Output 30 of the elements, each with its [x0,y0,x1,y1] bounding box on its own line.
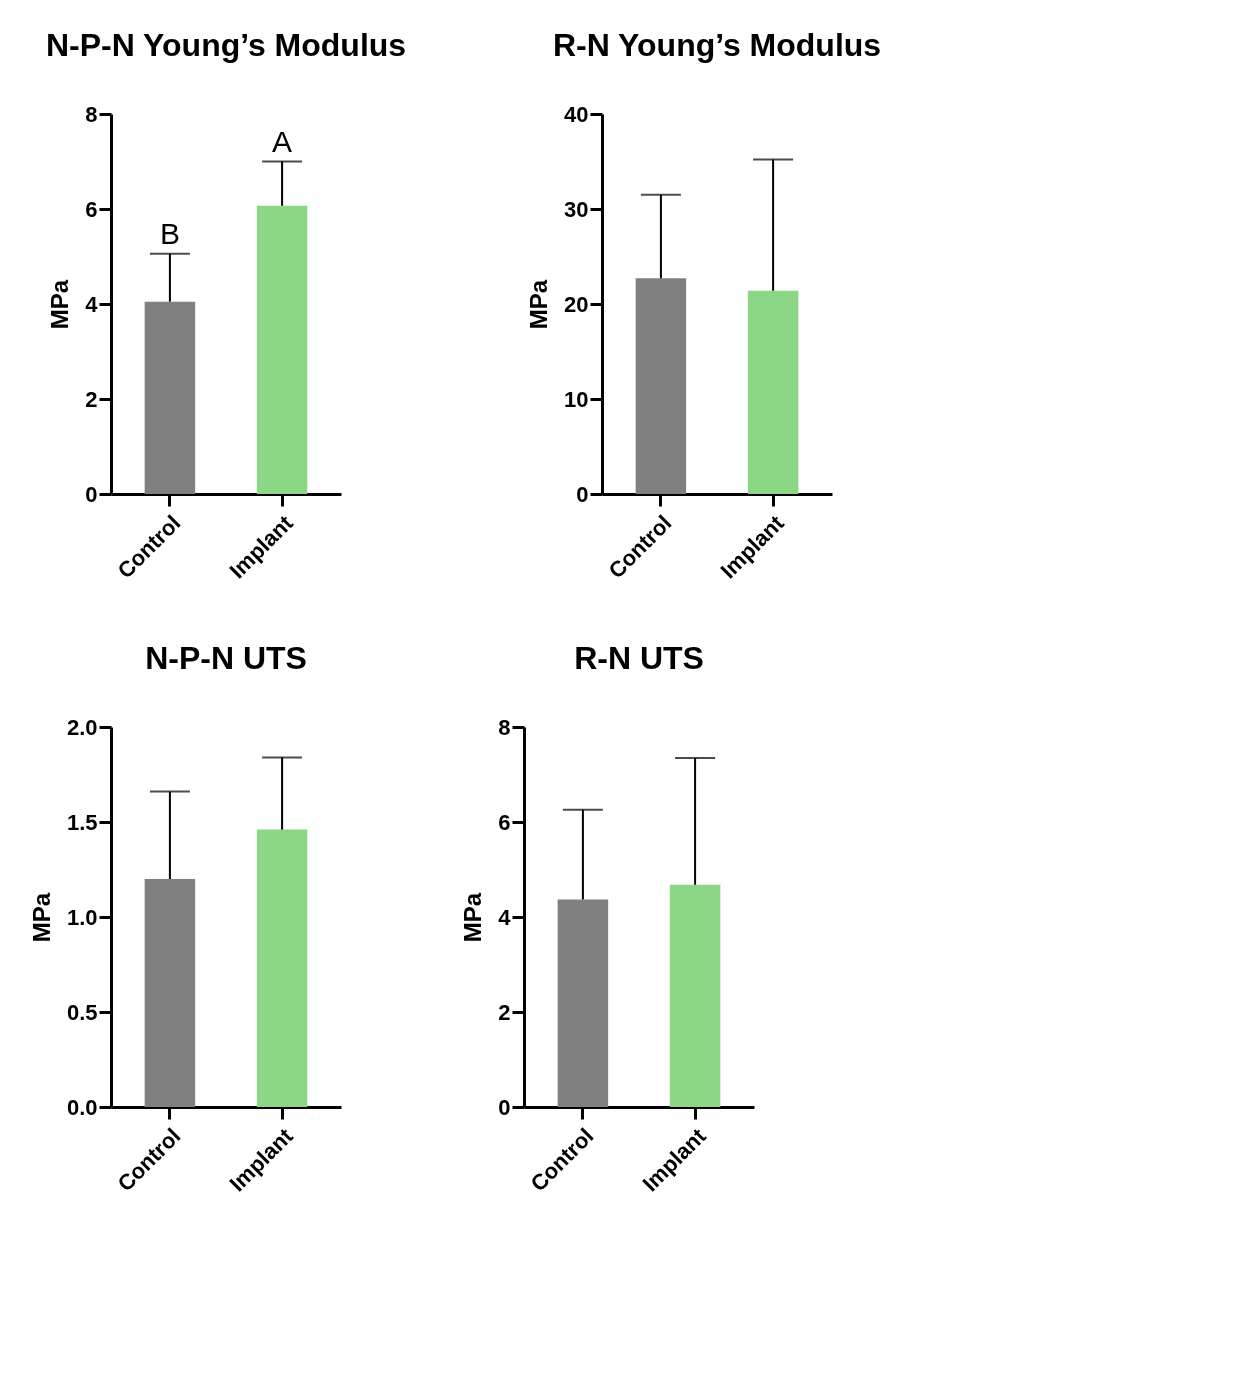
chart-title: R-N Young’s Modulus [552,27,882,63]
y-tick-label: 8 [85,101,98,127]
y-tick-label: 0 [85,481,98,507]
y-axis-title: MPa [525,279,553,330]
y-tick-label: 2 [85,386,98,412]
chart-title: N-P-N UTS [145,640,307,676]
y-tick-label: 40 [564,101,589,127]
annotation: A [272,124,293,158]
chart-title: R-N UTS [574,640,704,676]
y-tick-label: 1.5 [66,809,98,835]
y-tick-label: 0.5 [66,999,98,1025]
chart-title: N-P-N Young’s Modulus [45,27,407,63]
y-tick-label: 4 [85,291,99,317]
y-tick-label: 1.0 [66,904,98,930]
y-tick-label: 8 [498,714,511,740]
annotation: B [159,216,180,250]
y-axis-title: MPa [459,892,487,943]
y-axis-title: MPa [46,279,74,330]
y-tick-label: 20 [564,291,589,317]
y-tick-label: 6 [498,809,511,835]
y-tick-label: 2 [498,999,511,1025]
y-tick-label: 0 [576,481,589,507]
y-tick-label: 6 [85,196,98,222]
y-tick-label: 4 [498,904,512,930]
y-axis-title: MPa [27,892,55,943]
y-tick-label: 0 [498,1094,511,1120]
y-tick-label: 30 [564,196,589,222]
y-tick-label: 10 [564,386,589,412]
y-tick-label: 2.0 [66,714,98,740]
y-tick-label: 0.0 [66,1094,98,1120]
